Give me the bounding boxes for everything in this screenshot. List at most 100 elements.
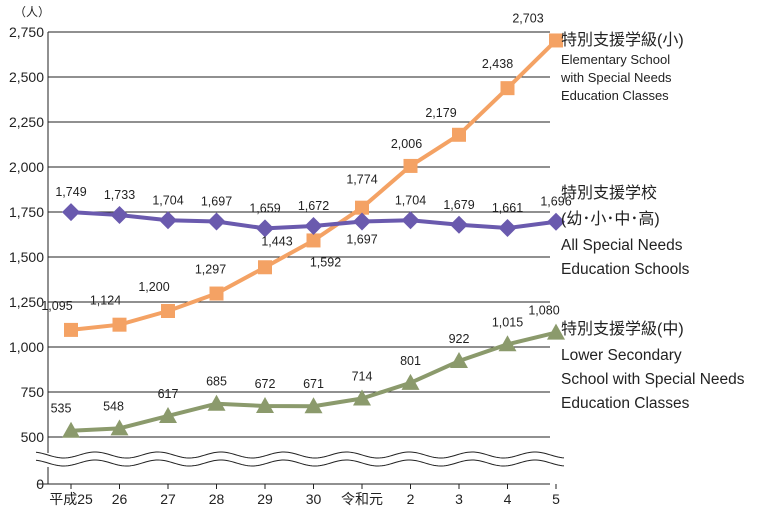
data-label-elementary: 2,179	[425, 106, 456, 120]
marker-schools	[450, 215, 468, 234]
y-tick-label: 2,000	[9, 159, 44, 175]
marker-lower_secondary	[401, 373, 420, 390]
y-tick-label: 1,750	[9, 204, 44, 220]
data-label-elementary: 1,774	[346, 173, 377, 187]
data-label-schools: 1,704	[152, 193, 183, 207]
marker-elementary	[112, 317, 127, 332]
x-tick-label: 2	[407, 491, 415, 507]
legend: 特別支援学級(小) Elementary School with Special N…	[560, 31, 745, 412]
data-label-lower_secondary: 671	[303, 377, 324, 391]
data-label-schools: 1,696	[540, 195, 571, 209]
marker-schools	[547, 212, 565, 231]
data-label-lower_secondary: 1,080	[528, 304, 559, 318]
x-tick-label: 5	[552, 491, 560, 507]
legend-schools-jp2: (幼･小･中･高)	[561, 210, 660, 228]
marker-elementary	[258, 260, 272, 275]
marker-lower_secondary	[547, 323, 565, 340]
marker-schools	[304, 217, 323, 236]
y-tick-label: 2,250	[9, 114, 44, 130]
legend-schools-en: Education Schools	[561, 261, 690, 278]
y-tick-label: 0	[36, 476, 44, 492]
marker-schools	[498, 219, 517, 238]
x-tick-label: 26	[112, 491, 128, 507]
axes	[35, 32, 565, 489]
x-tick-label: 29	[257, 491, 273, 507]
x-tick-label: 30	[306, 491, 322, 507]
marker-schools	[256, 219, 274, 238]
y-tick-labels: 0 500 750 1,000 1,250 1,500 1,750 2,000 2,250 2,5…	[9, 24, 44, 492]
y-tick-label: 1,000	[9, 339, 44, 355]
marker-schools	[401, 211, 420, 230]
marker-lower_secondary	[110, 419, 129, 436]
data-label-schools: 1,697	[346, 233, 377, 247]
gridlines	[48, 31, 550, 438]
marker-schools	[353, 212, 371, 231]
data-label-elementary: 1,200	[138, 280, 169, 294]
data-label-elementary: 2,006	[391, 137, 422, 151]
data-labels: 1,095 1,124 1,200 1,297 1,443 1,592 1,774 2,006…	[41, 11, 571, 415]
legend-lower-secondary-en: Lower Secondary	[561, 347, 682, 364]
marker-lower_secondary	[450, 352, 468, 369]
data-label-elementary: 2,703	[512, 11, 543, 25]
x-tick-label: 平成25	[49, 491, 93, 507]
legend-elementary-en: Education Classes	[561, 88, 669, 103]
marker-lower_secondary	[304, 397, 323, 414]
marker-elementary	[355, 200, 369, 215]
marker-schools	[62, 203, 80, 222]
data-label-schools: 1,733	[104, 188, 135, 202]
marker-elementary	[500, 81, 515, 96]
data-label-schools: 1,672	[298, 199, 329, 213]
data-label-lower_secondary: 672	[255, 377, 276, 391]
data-label-lower_secondary: 1,015	[492, 315, 523, 329]
data-label-schools: 1,679	[443, 198, 474, 212]
axis-break-wave	[35, 451, 565, 459]
legend-schools-en: All Special Needs	[561, 237, 683, 254]
data-label-elementary: 1,095	[41, 299, 72, 313]
axis-break-wave	[35, 459, 565, 467]
legend-lower-secondary-en: Education Classes	[561, 395, 690, 412]
data-label-elementary: 1,443	[261, 234, 292, 248]
marker-schools	[207, 212, 226, 231]
marker-lower_secondary	[498, 335, 517, 352]
data-label-schools: 1,697	[201, 195, 232, 209]
x-tick-label: 令和元	[341, 491, 383, 507]
x-tick-label: 4	[504, 491, 512, 507]
marker-lower_secondary	[353, 389, 371, 406]
legend-lower-secondary-jp: 特別支援学級(中)	[561, 320, 684, 338]
x-tick-labels: 平成25 26 27 28 29 30 令和元 2 3 4 5	[49, 491, 560, 507]
marker-schools	[110, 206, 129, 225]
data-label-schools: 1,704	[395, 193, 426, 207]
x-tick-label: 28	[209, 491, 225, 507]
marker-elementary	[452, 127, 466, 142]
data-label-lower_secondary: 801	[400, 354, 421, 368]
x-tick-label: 27	[160, 491, 176, 507]
y-tick-label: 2,750	[9, 24, 44, 40]
marker-lower_secondary	[62, 421, 80, 438]
data-label-lower_secondary: 548	[103, 399, 124, 413]
data-label-lower_secondary: 617	[158, 387, 179, 401]
legend-elementary-en: Elementary School	[561, 52, 670, 67]
marker-lower_secondary	[256, 397, 274, 414]
legend-lower-secondary-en: School with Special Needs	[561, 371, 745, 388]
data-label-elementary: 2,438	[482, 57, 513, 71]
y-tick-label: 1,500	[9, 249, 44, 265]
data-label-lower_secondary: 535	[51, 402, 72, 416]
marker-elementary	[403, 158, 418, 173]
marker-elementary	[64, 322, 78, 337]
y-tick-label: 1,250	[9, 294, 44, 310]
data-label-elementary: 1,592	[310, 255, 341, 269]
legend-elementary-en: with Special Needs	[560, 70, 672, 85]
marker-elementary	[209, 286, 224, 301]
series-markers	[62, 33, 565, 438]
legend-schools-jp: 特別支援学校	[561, 184, 657, 202]
marker-lower_secondary	[159, 406, 177, 423]
marker-elementary	[161, 304, 175, 318]
data-label-schools: 1,659	[249, 201, 280, 215]
data-label-elementary: 1,297	[195, 263, 226, 277]
data-label-elementary: 1,124	[90, 294, 121, 308]
y-tick-label: 2,500	[9, 69, 44, 85]
y-tick-label: 750	[21, 384, 45, 400]
data-label-schools: 1,749	[55, 185, 86, 199]
data-label-schools: 1,661	[492, 201, 523, 215]
marker-elementary	[549, 33, 563, 48]
